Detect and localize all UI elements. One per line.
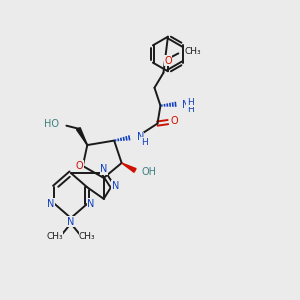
- Text: N: N: [67, 217, 75, 226]
- Text: N: N: [182, 100, 189, 110]
- Text: N: N: [47, 199, 55, 209]
- Text: N: N: [112, 181, 119, 191]
- Text: N: N: [87, 199, 94, 209]
- Polygon shape: [76, 128, 87, 145]
- Text: H: H: [187, 98, 194, 106]
- Text: O: O: [75, 161, 83, 171]
- Text: O: O: [164, 56, 172, 66]
- Text: N: N: [100, 164, 107, 175]
- Text: CH₃: CH₃: [79, 232, 96, 241]
- Text: N: N: [136, 132, 144, 142]
- Text: CH₃: CH₃: [46, 232, 63, 241]
- Text: HO: HO: [44, 118, 59, 129]
- Text: H: H: [187, 105, 194, 114]
- Text: OH: OH: [141, 167, 156, 177]
- Text: CH₃: CH₃: [184, 47, 201, 56]
- Text: H: H: [141, 138, 148, 147]
- Text: O: O: [170, 116, 178, 126]
- Polygon shape: [122, 163, 136, 172]
